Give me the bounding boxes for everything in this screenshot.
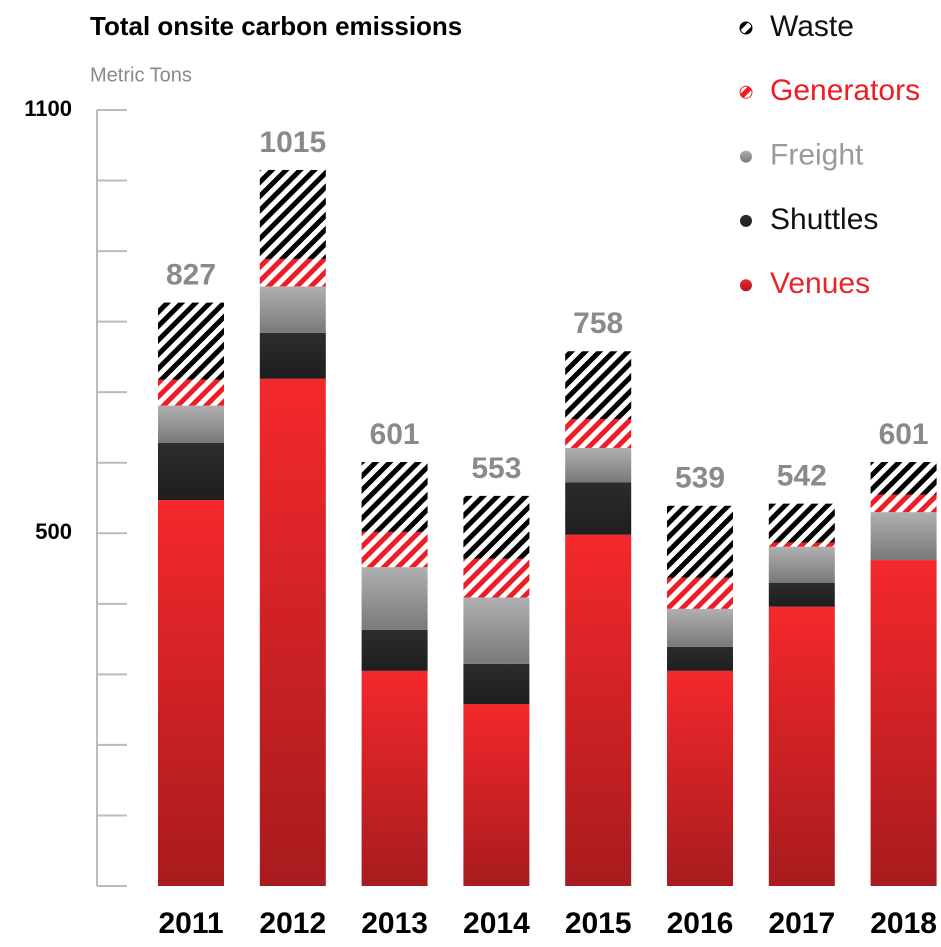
total-label: 827 [166, 259, 216, 292]
bar-segment [463, 663, 530, 704]
bar-segment [870, 512, 937, 561]
legend-marker [740, 150, 752, 163]
bar-segment [870, 560, 937, 886]
bar-segment [259, 378, 326, 886]
bar-segment [768, 582, 835, 607]
bar-segment [361, 531, 428, 568]
bar-segment [158, 405, 224, 443]
total-label: 1015 [259, 126, 326, 159]
bar-segment [565, 351, 632, 419]
bar-segment [158, 379, 224, 406]
bar-segment [463, 703, 530, 886]
bar-segment [667, 608, 733, 647]
total-label: 539 [675, 462, 725, 495]
bar-segment [667, 577, 733, 609]
y-axis-label: Metric Tons [90, 64, 192, 86]
bar-segment [158, 442, 224, 501]
x-tick-label: 2017 [768, 907, 835, 940]
bar-segment [667, 505, 733, 578]
bar-segment [870, 462, 937, 495]
bar-segment [361, 629, 428, 671]
bar-segment [259, 258, 326, 287]
bar-segment [259, 286, 326, 333]
bar-segment [361, 670, 428, 886]
y-tick-label: 1100 [24, 96, 72, 121]
x-tick-label: 2018 [870, 907, 937, 940]
legend-marker [739, 21, 753, 35]
y-tick-label: 500 [35, 519, 72, 544]
bar-segment [870, 494, 937, 513]
bar-segment [565, 534, 632, 886]
x-tick-label: 2014 [463, 907, 530, 940]
legend-label: Venues [770, 267, 870, 300]
x-tick-label: 2012 [259, 907, 326, 940]
total-label: 758 [573, 307, 623, 340]
legend-marker [740, 214, 752, 227]
bar-segment [463, 495, 530, 559]
bar-segment [158, 500, 224, 886]
legend-label: Freight [770, 139, 864, 172]
bar-segment [361, 567, 428, 630]
bar-segment [463, 597, 530, 664]
total-label: 601 [370, 418, 420, 451]
x-tick-label: 2011 [158, 907, 223, 940]
bar-segment [463, 558, 530, 598]
x-tick-label: 2013 [361, 907, 428, 940]
bar-segment [768, 542, 835, 547]
bar-segment [158, 302, 224, 380]
legend-label: Generators [770, 74, 920, 107]
bar-segment [565, 447, 632, 483]
chart-title: Total onsite carbon emissions [90, 11, 462, 41]
legend-label: Shuttles [770, 203, 878, 236]
legend-marker [739, 85, 753, 99]
bar-segment [667, 646, 733, 671]
bar-segment [259, 332, 326, 379]
bar-segment [667, 670, 733, 886]
legend-label: Waste [770, 10, 854, 43]
total-label: 542 [777, 460, 827, 493]
bar-segment [565, 418, 632, 448]
total-label: 601 [879, 418, 929, 451]
bar-segment [259, 169, 326, 259]
bar-segment [768, 503, 835, 543]
bar-segment [768, 606, 835, 886]
x-tick-label: 2016 [667, 907, 734, 940]
bar-segment [768, 546, 835, 583]
bar-segment [565, 482, 632, 535]
bar-segment [361, 462, 428, 532]
total-label: 553 [471, 452, 521, 485]
legend-marker [740, 279, 752, 292]
x-tick-label: 2015 [565, 907, 632, 940]
